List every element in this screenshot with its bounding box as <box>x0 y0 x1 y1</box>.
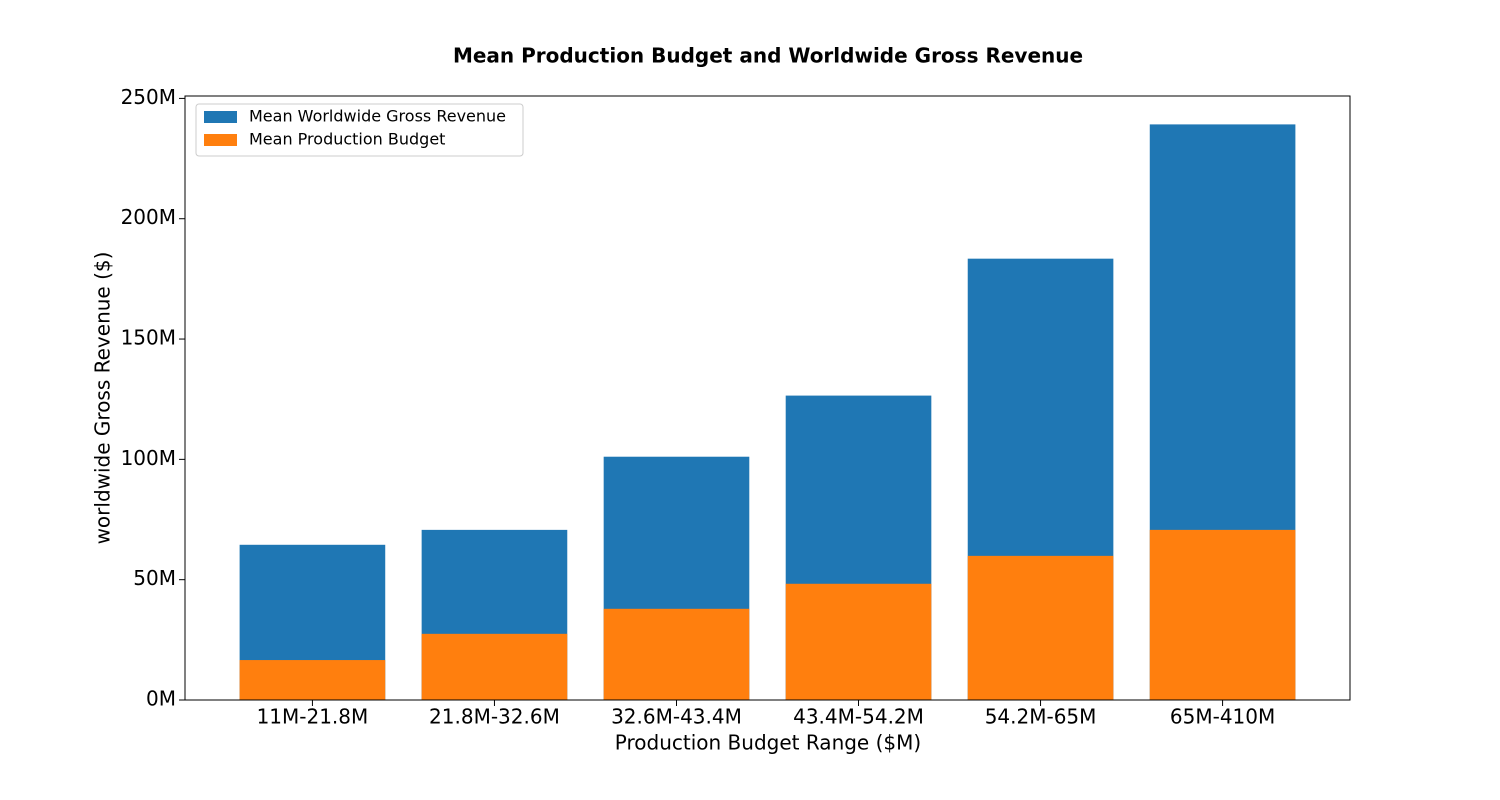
x-axis-label: Production Budget Range ($M) <box>615 731 921 755</box>
bar <box>421 633 568 700</box>
y-axis-label: worldwide Gross Revenue ($) <box>91 252 115 545</box>
bar <box>603 608 750 700</box>
plot-frame <box>184 95 1351 701</box>
legend-swatch <box>204 111 237 123</box>
legend-swatch <box>204 134 237 146</box>
y-tick-label: 250M <box>121 85 176 109</box>
chart-title: Mean Production Budget and Worldwide Gro… <box>453 44 1083 68</box>
y-tick-label: 100M <box>121 446 176 470</box>
bar <box>967 555 1114 700</box>
legend-label: Mean Worldwide Gross Revenue <box>249 107 506 126</box>
x-tick-label: 65M-410M <box>1170 705 1275 729</box>
y-tick-label: 200M <box>121 205 176 229</box>
y-tick-label: 150M <box>121 326 176 350</box>
x-tick-label: 32.6M-43.4M <box>611 705 742 729</box>
y-tick-label: 50M <box>133 566 176 590</box>
bar <box>239 660 386 700</box>
legend-label: Mean Production Budget <box>249 130 445 149</box>
x-tick-label: 43.4M-54.2M <box>793 705 924 729</box>
bar <box>1149 529 1296 700</box>
x-tick-label: 21.8M-32.6M <box>429 705 560 729</box>
bar <box>785 583 932 700</box>
x-tick-label: 54.2M-65M <box>985 705 1097 729</box>
y-tick-label: 0M <box>146 687 176 711</box>
legend-box <box>195 103 524 157</box>
x-tick-label: 11M-21.8M <box>257 705 369 729</box>
